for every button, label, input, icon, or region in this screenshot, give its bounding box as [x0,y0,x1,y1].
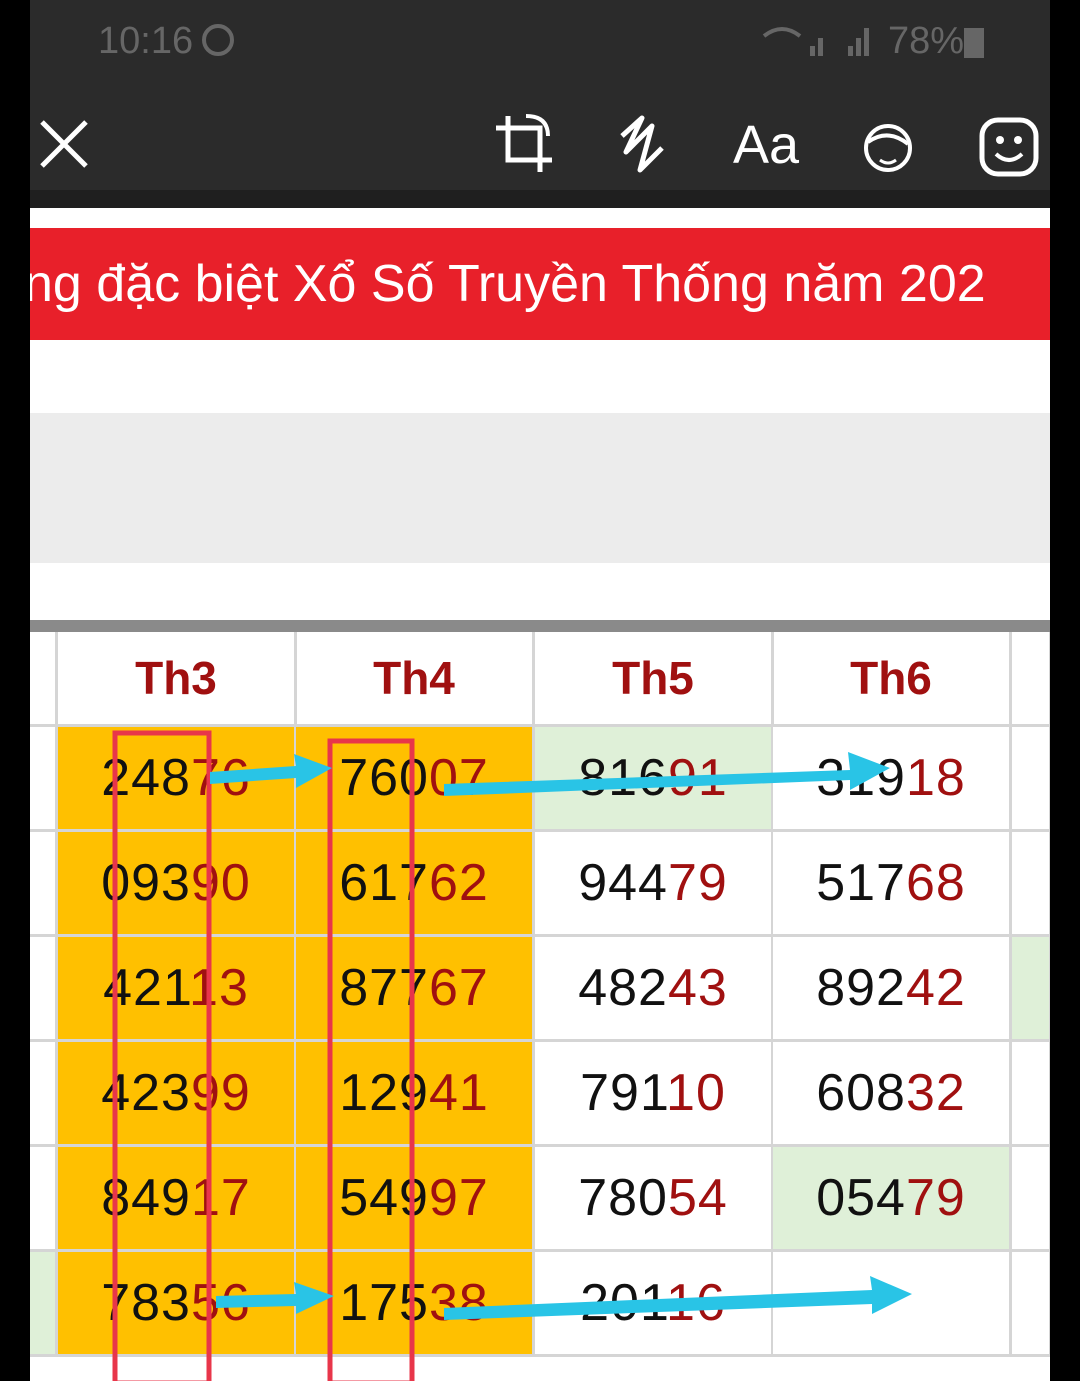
number-cell: 78054 [535,1147,774,1252]
number-head: 608 [816,1064,906,1122]
number-tail: 90 [190,854,251,912]
cell [1012,1252,1050,1357]
signal-icons [762,27,869,56]
number-tail: 42 [905,959,966,1017]
number-cell: 79110 [535,1042,774,1147]
number-tail: 68 [905,854,966,912]
number-cell: 42399 [58,1042,297,1147]
clock: 10:16 [98,20,194,62]
number-head: 892 [816,959,906,1017]
cell [1012,1147,1050,1252]
sticker-button[interactable] [978,116,1042,180]
banner-title: ng đặc biệt Xổ Số Truyền Thống năm 202 [30,228,1050,340]
number-tail: 79 [905,1169,966,1227]
results-table: Th3Th4Th5Th62487676007816913191809390617… [30,632,1050,1381]
number-tail: 38 [428,1274,489,1332]
editor-bar: 10:16 78% Aa [30,0,1050,190]
number-tail: 32 [905,1064,966,1122]
divider [30,190,1050,208]
cell [30,632,58,727]
cell [30,727,58,832]
highlight-box [112,730,212,1381]
header-cell: Th6 [773,632,1012,727]
highlight-box [327,738,415,1381]
number-cell: 09390 [58,832,297,937]
cell [1012,727,1050,832]
number-tail: 67 [428,959,489,1017]
number-cell: 61762 [296,832,535,937]
header-cell: Th3 [58,632,297,727]
cell [1012,1042,1050,1147]
number-head: 791 [580,1064,667,1122]
gray-band [30,413,1050,563]
header-cell: Th4 [296,632,535,727]
number-tail: 43 [667,959,728,1017]
table-top-rule [30,620,1050,632]
number-head: 944 [578,854,668,912]
number-tail: 54 [667,1169,728,1227]
number-tail: 17 [190,1169,251,1227]
number-head: 054 [816,1169,906,1227]
cell [30,1252,58,1357]
number-cell: 60832 [773,1042,1012,1147]
number-cell: 89242 [773,937,1012,1042]
cell [30,832,58,937]
cell [1012,632,1050,727]
number-tail: 41 [428,1064,489,1122]
draw-button[interactable] [616,112,676,182]
number-tail: 18 [905,749,966,807]
number-head: 482 [578,959,668,1017]
cell [30,1147,58,1252]
number-tail: 79 [667,854,728,912]
cell [30,1042,58,1147]
number-cell: 94479 [535,832,774,937]
close-button[interactable] [30,110,110,180]
screenshot-content: ng đặc biệt Xổ Số Truyền Thống năm 202 T… [30,208,1050,1381]
number-head: 780 [578,1169,668,1227]
battery-icon [964,28,984,58]
number-cell: 84917 [58,1147,297,1252]
number-tail: 99 [190,1064,251,1122]
cell [30,937,58,1042]
face-filter-button[interactable] [860,118,920,178]
battery-level: 78% [888,20,965,62]
number-tail: 13 [189,959,249,1017]
cell [1012,832,1050,937]
number-tail: 97 [428,1169,489,1227]
number-cell: 48243 [535,937,774,1042]
cell [1012,937,1050,1042]
number-tail: 10 [666,1064,726,1122]
number-head: 517 [816,854,906,912]
number-cell: 78356 [58,1252,297,1357]
number-cell: 51768 [773,832,1012,937]
crop-button[interactable] [492,112,562,182]
arrows [210,752,912,1320]
header-cell: Th5 [535,632,774,727]
number-cell: 76007 [296,727,535,832]
text-button[interactable]: Aa [733,115,800,175]
status-icon [202,24,234,56]
number-tail: 07 [428,749,489,807]
number-tail: 62 [428,854,489,912]
number-cell: 54997 [296,1147,535,1252]
number-cell: 05479 [773,1147,1012,1252]
